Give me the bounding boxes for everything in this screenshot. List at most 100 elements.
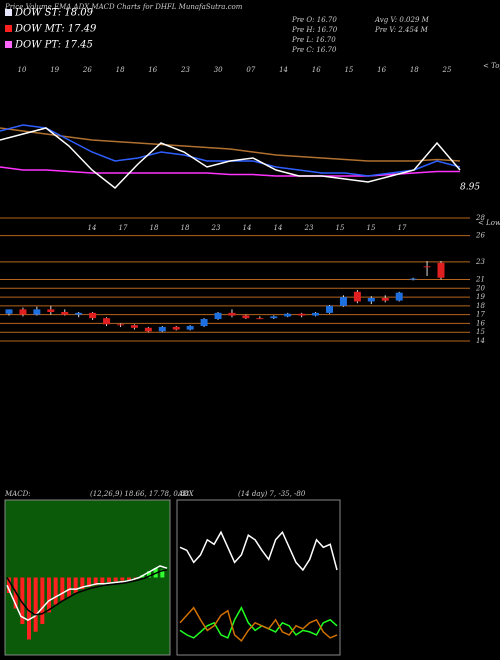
series-line: [0, 124, 461, 177]
panel-params: (14 day) 7, -35, -80: [238, 490, 306, 498]
series-line: [0, 127, 461, 190]
legend-label: DOW MT: 17.49: [14, 24, 97, 35]
series-line: [0, 166, 460, 177]
candle-body: [130, 325, 138, 328]
candle-body: [144, 327, 152, 332]
y-tick-label: 18: [476, 302, 485, 310]
candle-body: [395, 292, 403, 301]
candle-body: [158, 326, 166, 332]
y-tick-label: 15: [476, 328, 485, 336]
histogram-bar: [33, 577, 38, 632]
histogram-bar: [7, 577, 11, 593]
legend-swatch: [5, 25, 12, 32]
histogram-bar: [93, 577, 98, 586]
info-text: Avg V: 0.029 M: [374, 16, 430, 24]
date-label: 26: [82, 66, 92, 74]
histogram-bar: [67, 577, 71, 597]
date-label: 16: [148, 66, 157, 74]
legend-label: DOW ST: 18.09: [14, 8, 94, 19]
date-label: 18: [116, 66, 125, 74]
histogram-bar: [40, 577, 45, 624]
series-line: [179, 606, 338, 643]
y-tick-label: 20: [475, 284, 485, 292]
info-text: Pre L: 16.70: [291, 36, 336, 44]
y-tick-label: 17: [476, 311, 485, 319]
candle-body: [367, 297, 375, 302]
date-label: 10: [18, 66, 27, 74]
date-label: 15: [367, 224, 376, 232]
date-label: 14: [243, 224, 252, 232]
legend-swatch: [5, 9, 12, 16]
candle-body: [381, 297, 389, 301]
info-text: Pre V: 2.454 M: [374, 26, 429, 34]
y-tick-label: 19: [476, 293, 485, 301]
candle-body: [423, 266, 431, 268]
histogram-bar: [47, 577, 51, 613]
candle-body: [228, 312, 236, 316]
series-line: [179, 606, 338, 639]
candle-body: [103, 318, 111, 325]
histogram-bar: [87, 577, 91, 587]
info-text: Pre C: 16.70: [291, 46, 337, 54]
date-label: 14: [279, 66, 288, 74]
candle-body: [339, 297, 347, 306]
y-tick-label: 23: [475, 258, 485, 266]
y-tick-label: 28: [475, 214, 485, 222]
candle-body: [326, 305, 334, 313]
panel-params: (12,26,9) 18.66, 17.78, 0.88: [90, 490, 190, 498]
series-line: [6, 565, 168, 621]
candle-body: [200, 319, 208, 327]
histogram-bar: [120, 577, 125, 581]
date-label: 17: [398, 224, 407, 232]
histogram-bar: [80, 577, 85, 590]
chart-title: Price,Volume,EMA,ADX,MACD Charts for DHF…: [4, 3, 243, 11]
candle-body: [19, 309, 27, 315]
y-tick-label: 26: [475, 232, 485, 240]
series-line: [179, 530, 338, 572]
histogram-bar: [20, 577, 25, 624]
candle-body: [172, 326, 180, 330]
y-tick-label: 16: [476, 319, 485, 327]
date-label: 23: [304, 224, 314, 232]
series-line: [0, 127, 461, 162]
candle-body: [437, 262, 445, 278]
histogram-bar: [113, 577, 118, 582]
y-tick-label: 14: [476, 337, 485, 345]
date-label: 18: [410, 66, 419, 74]
candle-body: [75, 312, 83, 315]
y-tick-label: 21: [475, 276, 485, 284]
candle-body: [298, 313, 306, 316]
date-label: 30: [214, 66, 223, 74]
candle-body: [186, 326, 194, 330]
candle-body: [47, 309, 55, 312]
candle-body: [284, 313, 292, 317]
date-label: 14: [88, 224, 97, 232]
date-label: 23: [180, 66, 190, 74]
candle-body: [353, 291, 361, 302]
date-label: 18: [181, 224, 190, 232]
candle-body: [270, 316, 278, 319]
candle-body: [312, 312, 320, 316]
candle-body: [89, 312, 97, 319]
series-line: [6, 569, 168, 616]
legend-label: DOW PT: 17.45: [14, 40, 93, 51]
last-value: 8.95: [460, 183, 480, 193]
candle-body: [242, 315, 250, 319]
date-label: 15: [344, 66, 353, 74]
date-label: 18: [150, 224, 159, 232]
info-text: Pre H: 16.70: [291, 26, 338, 34]
date-label: 19: [50, 66, 59, 74]
date-label: 16: [312, 66, 321, 74]
histogram-bar: [147, 571, 151, 578]
candle-body: [33, 309, 41, 315]
date-note: < Topo: [483, 62, 500, 70]
candle-body: [409, 278, 417, 280]
histogram-bar: [160, 569, 165, 578]
panel-label: MACD:: [4, 490, 31, 498]
histogram-bar: [73, 577, 78, 593]
date-label: 25: [442, 66, 452, 74]
date-label: 07: [246, 66, 255, 74]
panel-label: ADX: [177, 490, 195, 498]
candle-body: [116, 324, 124, 326]
